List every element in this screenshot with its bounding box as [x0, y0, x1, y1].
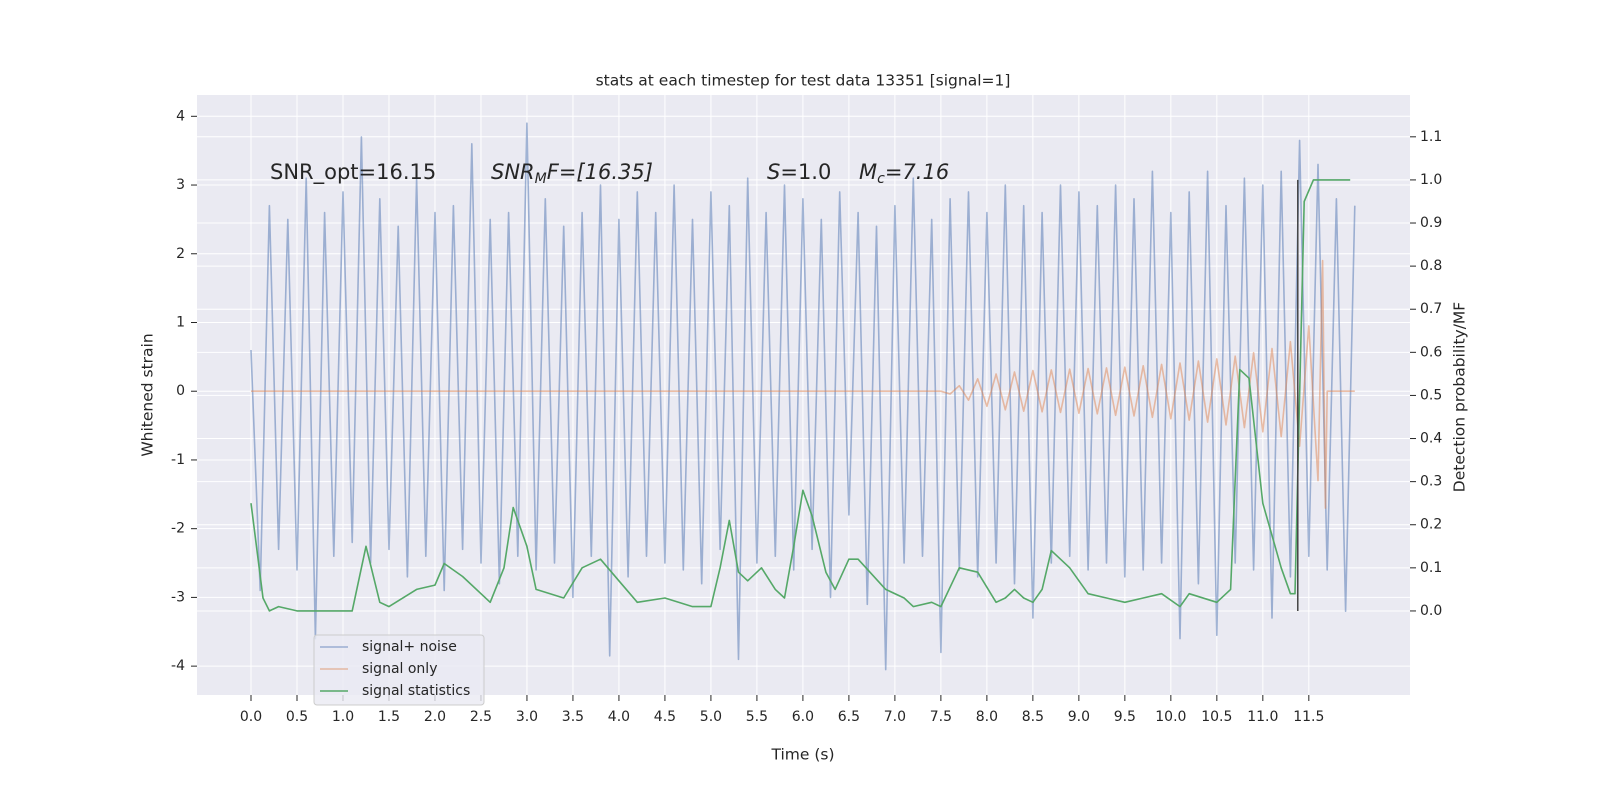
x-tick-label: 1.0	[332, 709, 354, 725]
annotation-main: SNR	[491, 160, 535, 184]
annotation-main: S	[767, 160, 780, 184]
x-tick-label: 3.0	[516, 709, 538, 725]
x-tick-label: 6.5	[838, 709, 860, 725]
y-tick-label: -1	[171, 452, 185, 468]
axes: 0.0 0.5 1.0 1.5 2.0 2.5 3.0 3.5 4.0 4.5 5.0 5.5 6.0 6…	[171, 108, 1442, 725]
y2-axis-label: Detection probability/MF	[1451, 302, 1469, 493]
x-tick-label: 2.5	[470, 709, 492, 725]
y2-tick-label: 1.1	[1420, 129, 1442, 145]
legend-label: signal+ noise	[362, 639, 457, 655]
annotation-main: SNR_opt=16.15	[270, 160, 436, 185]
y-tick-label: 4	[176, 108, 185, 124]
x-tick-label: 3.5	[562, 709, 584, 725]
y-tick-label: 0	[176, 383, 185, 399]
y-tick-label: 3	[176, 177, 185, 193]
y2-tick-label: 0.4	[1420, 431, 1442, 447]
annotation: S=1.0	[767, 160, 831, 184]
marks	[250, 122, 1356, 671]
y2-tick-label: 0.3	[1420, 474, 1442, 490]
annotation-rest: =1.0	[780, 160, 831, 184]
series-line	[250, 179, 1351, 612]
y2-tick-label: 0.1	[1420, 560, 1442, 576]
y2-tick-label: 0.6	[1420, 344, 1442, 360]
annotation: Mc=7.16	[859, 160, 949, 187]
y2-tick-label: 0.9	[1420, 215, 1442, 231]
legend-label: signal only	[362, 661, 437, 677]
x-tick-label: 4.5	[654, 709, 676, 725]
x-tick-label: 11.0	[1247, 709, 1278, 725]
legend-box	[313, 634, 485, 706]
x-tick-label: 2.0	[424, 709, 446, 725]
x-tick-label: 8.0	[976, 709, 998, 725]
chart-title: stats at each timestep for test data 133…	[596, 72, 1011, 90]
legend-label: signal statistics	[362, 683, 470, 699]
series-line	[250, 122, 1356, 671]
x-tick-label: 9.5	[1114, 709, 1136, 725]
y2-tick-label: 0.0	[1420, 603, 1442, 619]
annotation-rest: =7.16	[885, 160, 949, 184]
annotation-rest: F=[16.35]	[547, 160, 653, 184]
annotation: SNRMF=[16.35]	[491, 160, 653, 187]
y-tick-label: 1	[176, 314, 185, 330]
annotation: SNR_opt=16.15	[270, 160, 436, 185]
y2-tick-label: 0.8	[1420, 258, 1442, 274]
series-line	[251, 259, 1355, 509]
x-tick-label: 5.0	[700, 709, 722, 725]
x-tick-label: 9.0	[1068, 709, 1090, 725]
x-tick-label: 0.0	[240, 709, 262, 725]
y-axis-label: Whitened strain	[139, 333, 157, 456]
y2-tick-label: 1.0	[1420, 172, 1442, 188]
x-tick-label: 11.5	[1293, 709, 1324, 725]
x-tick-label: 0.5	[286, 709, 308, 725]
y2-tick-label: 0.7	[1420, 301, 1442, 317]
x-tick-label: 7.0	[884, 709, 906, 725]
y-tick-label: 2	[176, 246, 185, 262]
x-tick-label: 8.5	[1022, 709, 1044, 725]
x-tick-label: 10.0	[1155, 709, 1186, 725]
y2-tick-label: 0.5	[1420, 387, 1442, 403]
annotation-main: M	[859, 160, 877, 184]
x-tick-label: 10.5	[1201, 709, 1232, 725]
x-tick-label: 5.5	[746, 709, 768, 725]
legend: signal+ noise signal only signal statistic…	[313, 634, 485, 706]
x-tick-label: 7.5	[930, 709, 952, 725]
y-tick-label: -3	[171, 589, 185, 605]
annotation-sub: c	[877, 171, 885, 187]
annotation-sub: M	[535, 171, 547, 187]
x-axis-label: Time (s)	[770, 746, 834, 764]
y-tick-label: -4	[171, 658, 185, 674]
x-tick-label: 6.0	[792, 709, 814, 725]
y2-tick-label: 0.2	[1420, 517, 1442, 533]
x-tick-label: 1.5	[378, 709, 400, 725]
x-tick-label: 4.0	[608, 709, 630, 725]
y-tick-label: -2	[171, 521, 185, 537]
